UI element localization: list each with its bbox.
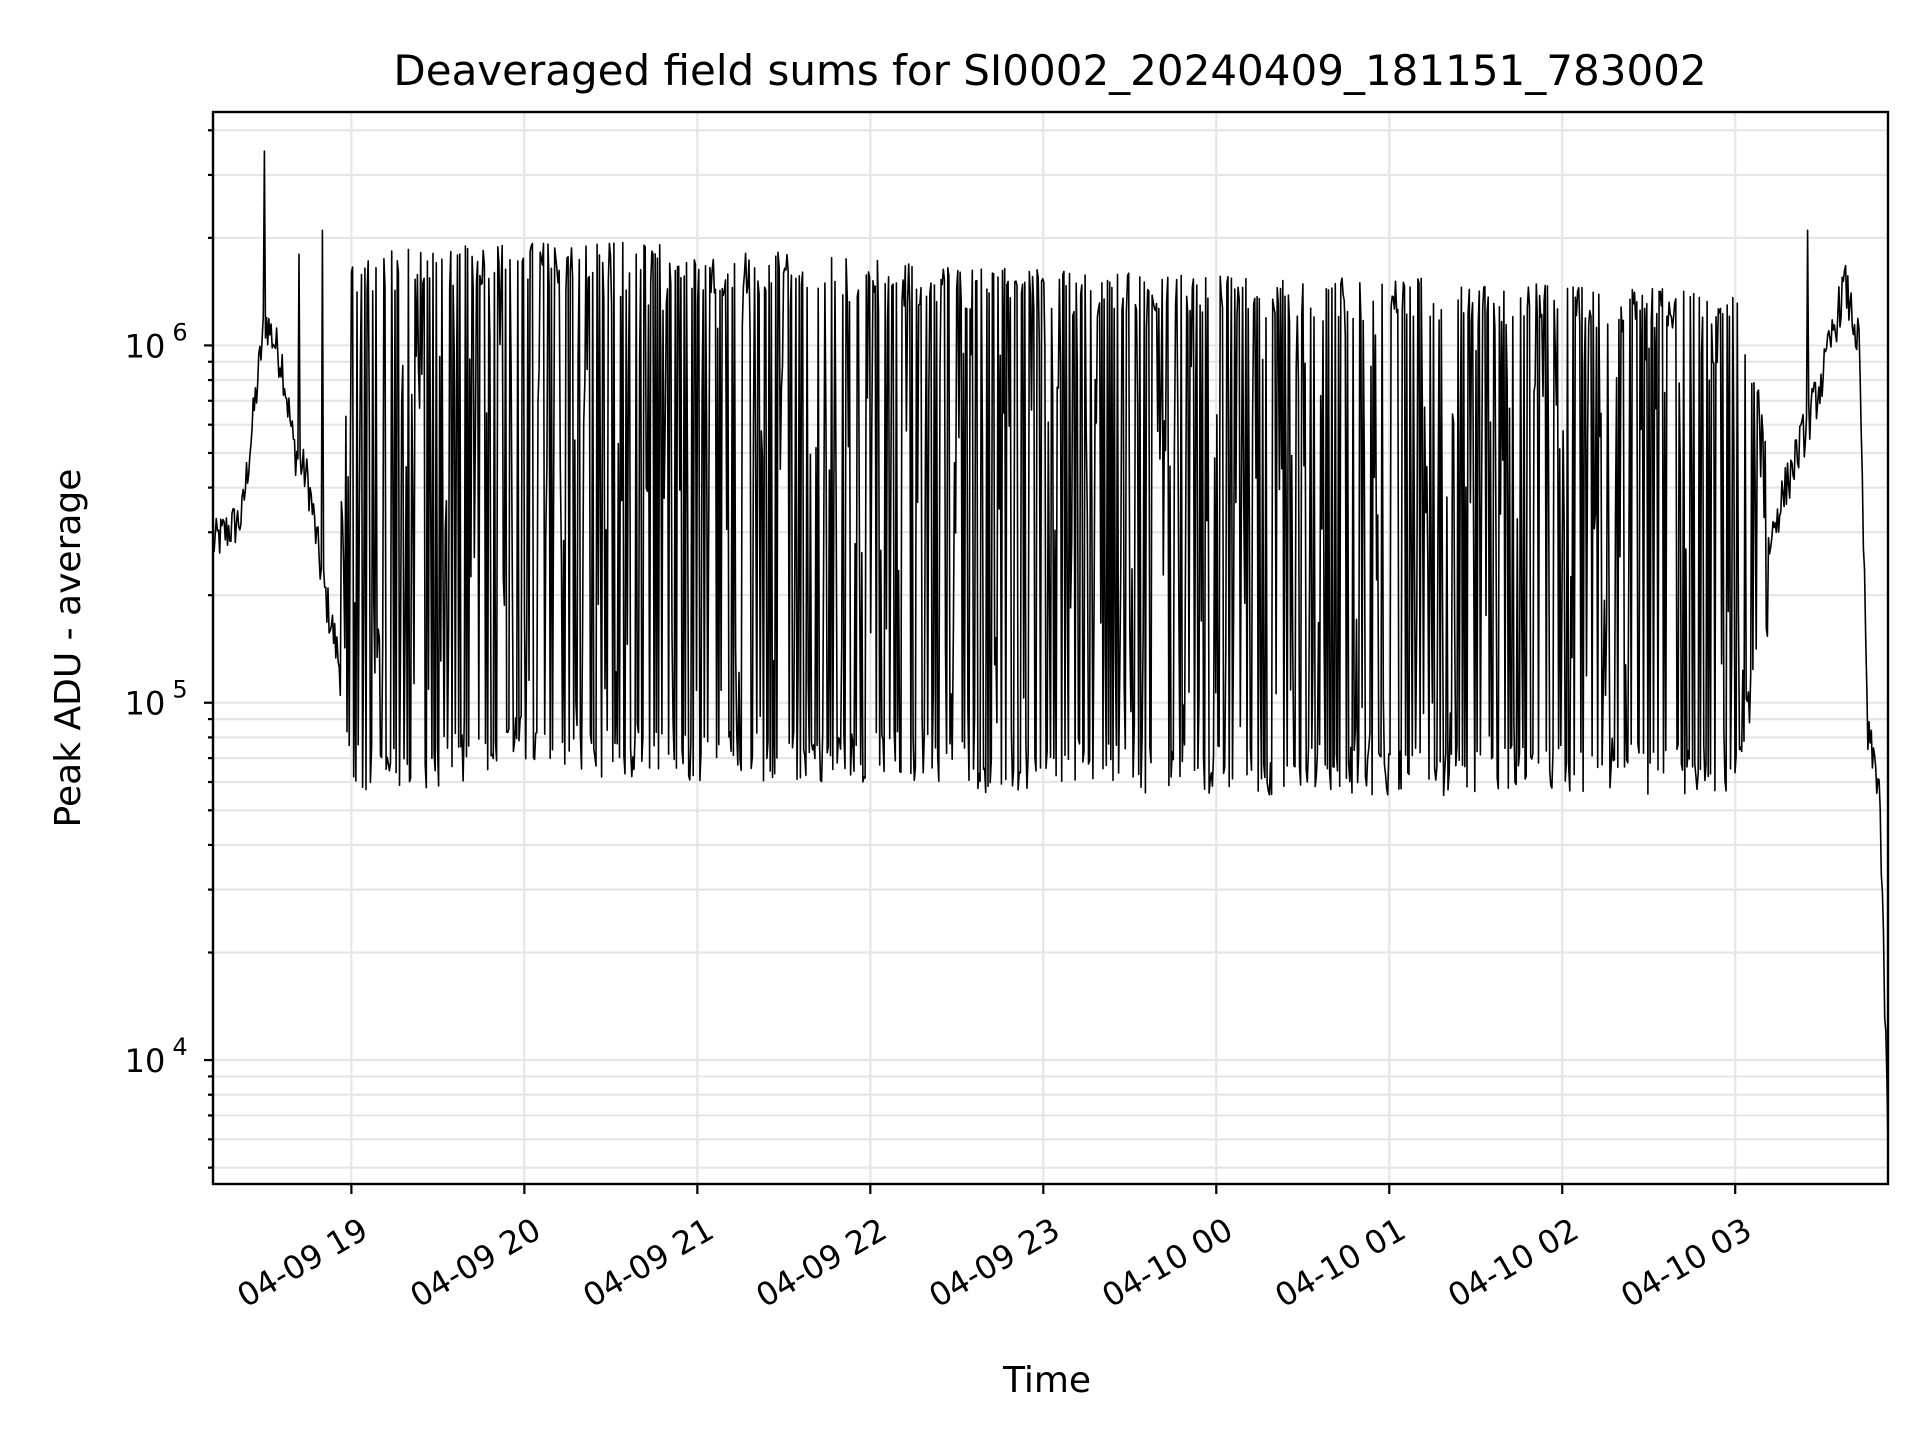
- x-axis-label: Time: [1002, 1360, 1091, 1401]
- plot-frame: [211, 110, 1890, 1186]
- y-tick-exponent: 6: [172, 318, 187, 346]
- y-tick-label: 10: [125, 327, 166, 365]
- y-axis-label: Peak ADU - average: [48, 469, 89, 828]
- y-tick-exponent: 5: [172, 676, 187, 704]
- y-tick-exponent: 4: [172, 1033, 187, 1061]
- y-tick-label: 10: [125, 1042, 166, 1080]
- chart-title: Deaveraged field sums for SI0002_2024040…: [393, 46, 1706, 95]
- series-line: [212, 150, 1889, 1148]
- y-tick-label: 10: [125, 685, 166, 723]
- series-layer: [212, 150, 1889, 1148]
